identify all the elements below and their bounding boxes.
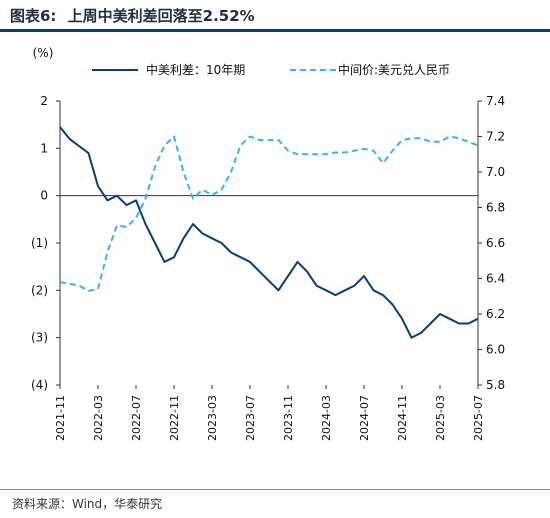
- right-axis-tick-label: 7.0: [486, 165, 505, 179]
- x-axis-tick-label: 2025-03: [434, 395, 447, 441]
- left-axis-tick-label: (3): [31, 331, 48, 345]
- left-axis-tick-label: (4): [31, 378, 48, 392]
- x-axis-tick-label: 2025-07: [472, 395, 485, 441]
- right-axis-tick-label: 6.6: [486, 236, 505, 250]
- series-line-2: [59, 135, 479, 292]
- x-axis-tick-label: 2024-03: [320, 395, 333, 441]
- x-axis-tick-label: 2024-07: [358, 395, 371, 441]
- chart-area: (%) 2 1 0 (1) (2) (3) (4) 7.4 7.2 7.0 6.8 6.6 6.4 6.2 6…: [0, 33, 550, 488]
- left-axis-tick-label: (2): [31, 283, 48, 297]
- series-line-1: [59, 126, 479, 339]
- x-axis-tick-label: 2021-11: [54, 395, 67, 441]
- x-axis-tick-label: 2023-07: [244, 395, 257, 441]
- figure-title-text: 上周中美利差回落至2.52%: [67, 7, 255, 25]
- right-axis-tick-label: 7.2: [486, 130, 505, 144]
- legend-label-1: 中美利差：10年期: [146, 62, 245, 77]
- x-axis-tick-label: 2022-03: [92, 395, 105, 441]
- x-axis-tick-label: 2022-07: [130, 395, 143, 441]
- figure-title: 图表6: 上周中美利差回落至2.52%: [10, 5, 255, 26]
- figure-number: 图表6:: [10, 7, 57, 25]
- title-rule: [0, 29, 550, 32]
- right-axis-tick-label: 6.2: [486, 307, 505, 321]
- left-axis-unit: (%): [33, 46, 54, 60]
- chart-svg: (%) 2 1 0 (1) (2) (3) (4) 7.4 7.2 7.0 6.8 6.6 6.4 6.2 6…: [31, 46, 505, 441]
- x-axis-tick-label: 2022-11: [168, 395, 181, 441]
- right-axis-tick-label: 6.4: [486, 272, 505, 286]
- right-axis-tick-label: 7.4: [486, 94, 505, 108]
- legend-label-2: 中间价:美元兑人民币: [338, 62, 450, 77]
- left-axis-tick-label: 1: [40, 141, 48, 155]
- left-axis-tick-label: (1): [31, 236, 48, 250]
- x-axis-tick-label: 2024-11: [396, 395, 409, 441]
- right-axis-tick-label: 5.8: [486, 378, 505, 392]
- left-axis-tick-label: 2: [40, 94, 48, 108]
- right-axis-tick-label: 6.8: [486, 201, 505, 215]
- x-axis-tick-label: 2023-11: [282, 395, 295, 441]
- title-bar: 图表6: 上周中美利差回落至2.52%: [0, 0, 550, 32]
- source-rule: [0, 489, 550, 490]
- x-axis-tick-label: 2023-03: [206, 395, 219, 441]
- source-note: 资料来源：Wind，华泰研究: [12, 497, 163, 511]
- left-axis-tick-label: 0: [40, 189, 48, 203]
- right-axis-tick-label: 6.0: [486, 343, 505, 357]
